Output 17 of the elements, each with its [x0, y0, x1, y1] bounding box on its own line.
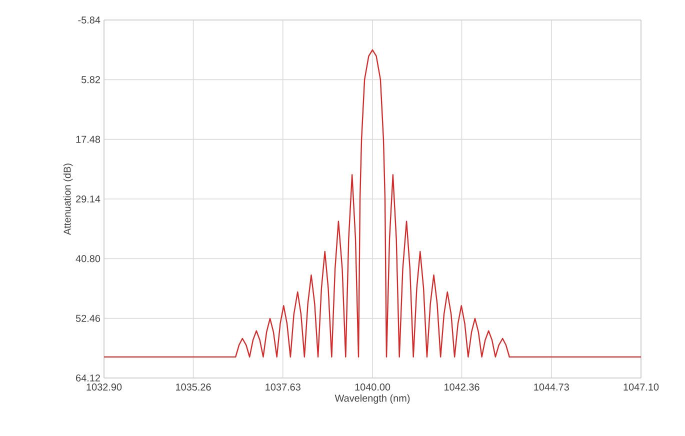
x-tick-label: 1047.10 [624, 384, 659, 391]
x-tick-label: 1042.36 [444, 384, 480, 391]
x-tick-label: 1032.90 [86, 384, 122, 391]
y-tick-label: 17.48 [76, 136, 100, 143]
y-tick-label: 64.12 [76, 374, 100, 382]
x-axis-title: Wavelength (nm) [334, 394, 410, 404]
x-tick-label: 1035.26 [176, 384, 211, 391]
x-tick-label: 1037.63 [266, 384, 300, 391]
y-tick-label: -5.84 [78, 16, 100, 24]
line-series [104, 49, 642, 358]
y-axis-title: Attenuation (dB) [63, 164, 73, 235]
y-tick-label: 40.80 [76, 255, 100, 262]
y-tick-label: 52.46 [76, 314, 100, 322]
y-tick-label: 5.82 [81, 76, 100, 84]
y-tick-label: 29.14 [76, 195, 100, 203]
x-tick-label: 1044.73 [534, 384, 569, 391]
x-tick-label: 1040.00 [355, 384, 390, 391]
